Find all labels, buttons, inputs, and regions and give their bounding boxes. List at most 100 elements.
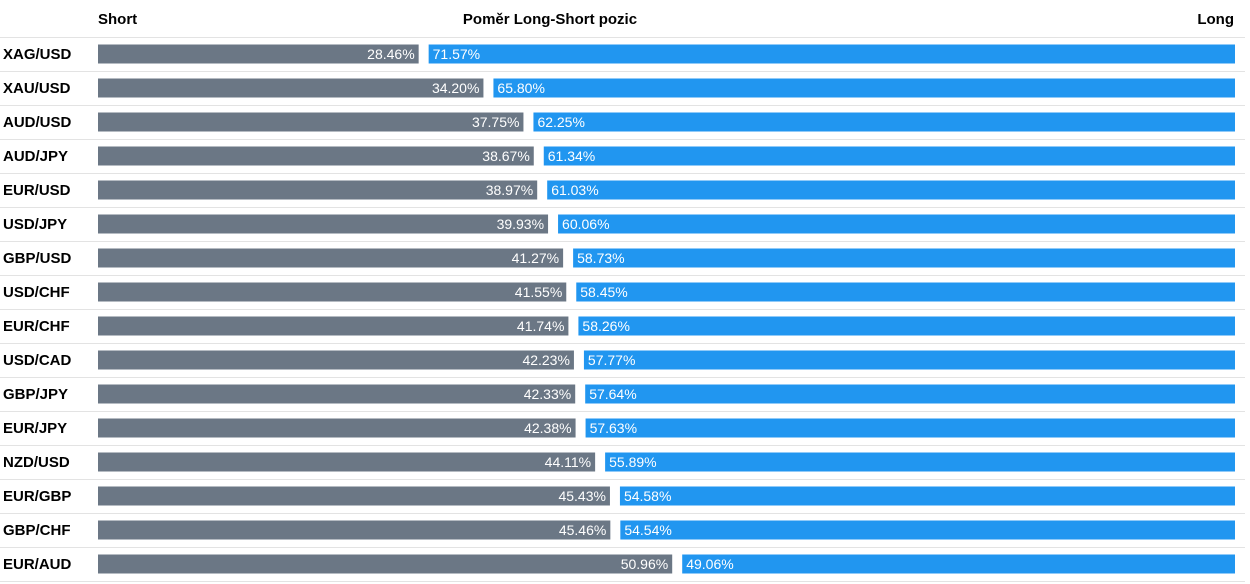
long-bar <box>493 78 1236 98</box>
long-value-label: 57.77% <box>588 352 635 368</box>
long-bar <box>543 146 1235 166</box>
long-value-label: 58.26% <box>582 318 629 334</box>
chart-row: USD/CAD 42.23% 57.77% <box>0 350 1245 378</box>
long-value-label: 65.80% <box>497 80 544 96</box>
long-value-label: 49.06% <box>686 556 733 572</box>
long-value-label: 58.45% <box>580 284 627 300</box>
short-bar <box>98 44 419 64</box>
short-value-label: 41.27% <box>512 250 559 266</box>
chart-row: AUD/JPY 38.67% 61.34% <box>0 146 1245 174</box>
long-header: Long <box>1197 11 1234 28</box>
short-bar <box>98 384 576 404</box>
pair-label: EUR/USD <box>3 182 71 199</box>
long-value-label: 54.54% <box>624 522 671 538</box>
short-value-label: 37.75% <box>472 114 519 130</box>
chart-row: USD/CHF 41.55% 58.45% <box>0 282 1245 310</box>
short-bar <box>98 146 534 166</box>
chart-row: XAU/USD 34.20% 65.80% <box>0 78 1245 106</box>
short-bar <box>98 282 567 302</box>
short-bar <box>98 180 538 200</box>
chart-rows: XAG/USD 28.46% 71.57% XAU/USD 34.20% 65.80% AU… <box>0 37 1245 582</box>
long-bar <box>558 214 1235 234</box>
short-bar <box>98 112 524 132</box>
short-value-label: 39.93% <box>497 216 544 232</box>
short-value-label: 44.11% <box>545 454 591 470</box>
short-value-label: 34.20% <box>432 80 479 96</box>
long-bar <box>605 452 1235 472</box>
short-bar <box>98 350 574 370</box>
short-bar <box>98 554 673 574</box>
long-value-label: 55.89% <box>609 454 656 470</box>
pair-label: USD/CHF <box>3 284 70 301</box>
long-bar <box>576 282 1235 302</box>
long-value-label: 57.64% <box>589 386 636 402</box>
chart-row: EUR/GBP 45.43% 54.58% <box>0 486 1245 514</box>
short-value-label: 42.38% <box>524 420 571 436</box>
short-value-label: 28.46% <box>367 46 414 62</box>
chart-row: EUR/CHF 41.74% 58.26% <box>0 316 1245 344</box>
chart-title: Poměr Long-Short pozic <box>463 11 637 28</box>
short-bar <box>98 248 564 268</box>
chart-row: EUR/AUD 50.96% 49.06% <box>0 554 1245 582</box>
long-bar <box>585 384 1235 404</box>
chart-row: GBP/CHF 45.46% 54.54% <box>0 520 1245 548</box>
pair-label: XAU/USD <box>3 80 71 97</box>
pair-label: EUR/AUD <box>3 556 72 573</box>
short-value-label: 50.96% <box>621 556 668 572</box>
short-value-label: 45.43% <box>558 488 605 504</box>
long-bar <box>573 248 1235 268</box>
pair-label: AUD/JPY <box>3 148 68 165</box>
chart-row: EUR/USD 38.97% 61.03% <box>0 180 1245 208</box>
short-bar <box>98 486 610 506</box>
short-bar <box>98 452 596 472</box>
pair-label: GBP/JPY <box>3 386 68 403</box>
chart-row: XAG/USD 28.46% 71.57% <box>0 44 1245 72</box>
chart-row: USD/JPY 39.93% 60.06% <box>0 214 1245 242</box>
pair-label: EUR/JPY <box>3 420 67 437</box>
long-value-label: 61.03% <box>551 182 598 198</box>
long-value-label: 61.34% <box>548 148 595 164</box>
chart-row: GBP/USD 41.27% 58.73% <box>0 248 1245 276</box>
long-value-label: 58.73% <box>577 250 624 266</box>
long-bar <box>533 112 1235 132</box>
short-value-label: 41.55% <box>515 284 562 300</box>
pair-label: NZD/USD <box>3 454 70 471</box>
chart-row: NZD/USD 44.11% 55.89% <box>0 452 1245 480</box>
short-value-label: 42.23% <box>522 352 569 368</box>
short-value-label: 42.33% <box>524 386 571 402</box>
short-bar <box>98 78 484 98</box>
long-bar <box>619 486 1235 506</box>
chart-row: AUD/USD 37.75% 62.25% <box>0 112 1245 140</box>
short-value-label: 38.67% <box>482 148 529 164</box>
pair-label: EUR/GBP <box>3 488 71 505</box>
pair-label: GBP/USD <box>3 250 72 267</box>
short-value-label: 45.46% <box>559 522 606 538</box>
long-bar <box>578 316 1235 336</box>
chart-row: EUR/JPY 42.38% 57.63% <box>0 418 1245 446</box>
long-bar <box>547 180 1235 200</box>
pair-label: XAG/USD <box>3 46 72 63</box>
long-value-label: 54.58% <box>624 488 671 504</box>
short-bar <box>98 520 611 540</box>
long-value-label: 60.06% <box>562 216 609 232</box>
pair-label: EUR/CHF <box>3 318 70 335</box>
long-bar <box>585 418 1235 438</box>
long-bar <box>620 520 1235 540</box>
long-bar <box>682 554 1235 574</box>
long-bar <box>428 44 1235 64</box>
long-bar <box>583 350 1235 370</box>
short-bar <box>98 418 576 438</box>
long-value-label: 57.63% <box>590 420 637 436</box>
pair-label: GBP/CHF <box>3 522 71 539</box>
short-value-label: 41.74% <box>517 318 564 334</box>
chart-row: GBP/JPY 42.33% 57.64% <box>0 384 1245 412</box>
short-header: Short <box>98 11 137 28</box>
short-value-label: 38.97% <box>486 182 533 198</box>
short-bar <box>98 214 549 234</box>
long-value-label: 62.25% <box>537 114 584 130</box>
short-bar <box>98 316 569 336</box>
pair-label: USD/CAD <box>3 352 72 369</box>
long-value-label: 71.57% <box>433 46 480 62</box>
